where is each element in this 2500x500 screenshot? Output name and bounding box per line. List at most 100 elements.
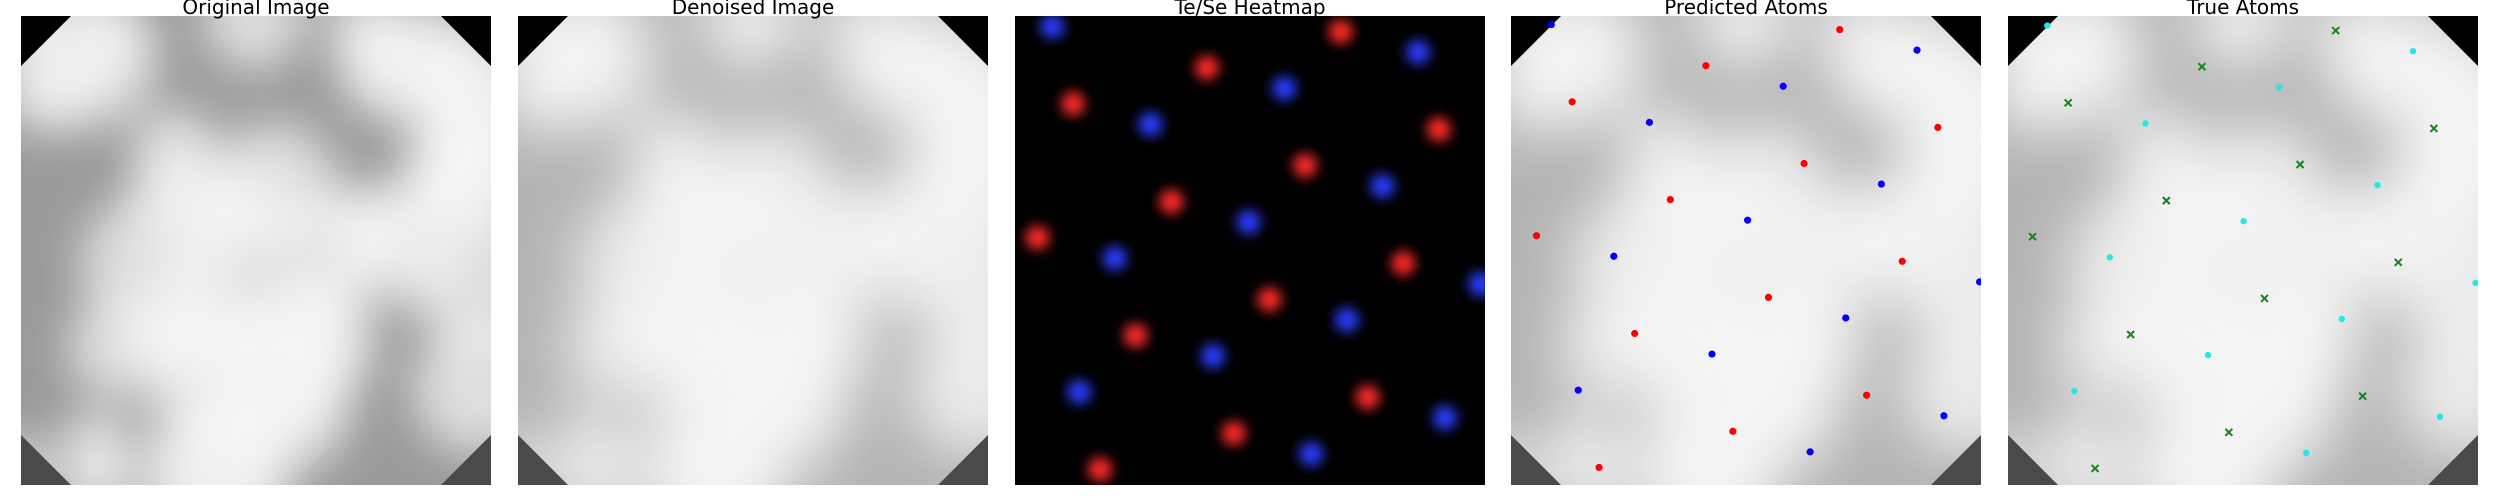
atom-marker (1975, 278, 1981, 286)
atom-cross (2331, 26, 2340, 35)
atom-dot (2409, 47, 2417, 55)
panel: Original Image (21, 0, 491, 485)
texture (21, 16, 491, 485)
texture (2008, 16, 2478, 485)
panel: Denoised Image (518, 0, 988, 485)
heatmap-blob (1328, 19, 1353, 44)
corner (518, 16, 568, 66)
heatmap-blob (1391, 251, 1416, 276)
atom-dot (2472, 279, 2478, 287)
atom-marker (1708, 350, 1716, 358)
texture-blob (770, 188, 887, 306)
atom-marker (1610, 252, 1618, 260)
corner (21, 16, 71, 66)
atom-marker (1806, 448, 1814, 456)
texture-blob (1903, 214, 1981, 353)
heatmap-blob (1406, 40, 1431, 65)
atom-dot (2436, 413, 2444, 420)
atom-marker (1595, 463, 1603, 472)
atom-cross (2260, 294, 2269, 303)
panel-image (518, 16, 988, 485)
corner (1511, 435, 1561, 485)
panel-image (21, 16, 491, 485)
texture-blob (910, 214, 988, 353)
heatmap-blob (1194, 55, 1219, 80)
atom-marker (1836, 25, 1844, 34)
atom-dot (2240, 217, 2247, 225)
heatmap-blob (1123, 323, 1148, 348)
atom-marker (1913, 46, 1921, 54)
texture-blob (908, 322, 988, 455)
atom-dot (2302, 449, 2310, 457)
heatmap-blob (1272, 76, 1297, 101)
atom-dot (2106, 254, 2114, 261)
panel-image (2008, 16, 2478, 485)
texture-blob (61, 409, 134, 482)
atom-cross (2197, 62, 2207, 71)
texture-blob (2185, 165, 2273, 252)
atom-marker (1547, 20, 1555, 29)
atom-marker (1940, 412, 1948, 420)
corner (2428, 16, 2478, 66)
atom-cross (2429, 124, 2439, 133)
corner (938, 435, 988, 485)
texture-blob (2048, 409, 2121, 482)
texture-blob (1750, 375, 1814, 439)
heatmap-blob (1040, 16, 1065, 39)
texture-blob (699, 16, 802, 71)
corner (518, 435, 568, 485)
atom-cross (2224, 428, 2234, 437)
texture-blob (558, 409, 631, 482)
texture-blob (1692, 16, 1795, 71)
texture-blob (2400, 214, 2478, 353)
heatmap-blob (1102, 246, 1127, 271)
atom-marker (1863, 391, 1871, 399)
atom-cross (2063, 98, 2073, 108)
corner (441, 435, 491, 485)
panel-title: Original Image (182, 0, 329, 19)
texture-blob (2189, 16, 2292, 71)
corner (1511, 16, 1561, 66)
texture-blob (1511, 16, 1648, 129)
texture-blob (1901, 322, 1981, 455)
atom-marker (1764, 293, 1773, 302)
texture-blob (1635, 388, 1780, 485)
atom-marker (1631, 329, 1639, 338)
heatmap-blob (1299, 441, 1324, 466)
corner (21, 435, 71, 485)
texture-blob (518, 16, 655, 129)
atom-cross (2090, 464, 2100, 473)
atom-marker (1842, 314, 1850, 322)
texture-blob (2008, 16, 2145, 129)
atom-marker (1568, 98, 1576, 106)
corner (2428, 435, 2478, 485)
texture-blob (413, 214, 491, 353)
texture-blob (695, 165, 783, 252)
atom-dot (2204, 351, 2212, 359)
corner (2008, 16, 2058, 66)
panel: Te/Se Heatmap (1015, 0, 1485, 485)
heatmap-blob (1201, 344, 1226, 369)
texture-blob (2054, 300, 2151, 398)
heatmap-blob (1138, 112, 1163, 137)
texture-blob (642, 388, 787, 485)
texture-blob (2260, 188, 2377, 306)
corner (1931, 16, 1981, 66)
heatmap-blob (1426, 117, 1451, 142)
texture-blob (67, 300, 164, 398)
panel: Predicted Atoms (1511, 0, 1981, 485)
heatmap-blob (1468, 271, 1485, 296)
atom-marker (1779, 82, 1787, 90)
atom-cross (2295, 160, 2305, 169)
heatmap-blob (1293, 153, 1318, 178)
heatmap-blob (1334, 307, 1359, 332)
atom-marker (1532, 232, 1541, 240)
panel-title: Te/Se Heatmap (1173, 0, 1325, 19)
texture-blob (1688, 165, 1776, 252)
panel-title: Predicted Atoms (1664, 0, 1828, 19)
texture-blob (411, 322, 491, 455)
heatmap-blob (1355, 385, 1380, 410)
texture-blob (1557, 300, 1654, 398)
heatmap-blob (1236, 210, 1261, 235)
